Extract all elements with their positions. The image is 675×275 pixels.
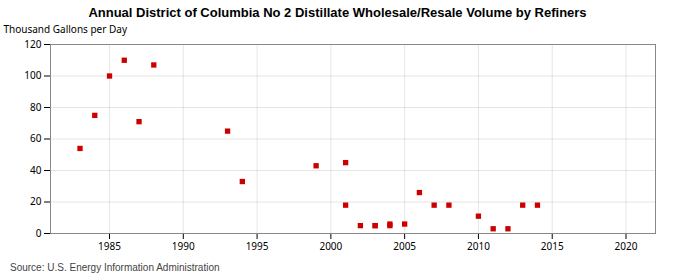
svg-text:40: 40 — [30, 163, 42, 177]
svg-text:1995: 1995 — [246, 239, 269, 253]
svg-text:20: 20 — [30, 194, 42, 208]
svg-text:80: 80 — [30, 100, 42, 114]
svg-text:2015: 2015 — [541, 239, 564, 253]
svg-text:0: 0 — [36, 226, 42, 240]
svg-text:2020: 2020 — [615, 239, 638, 253]
html-text:Annual District of Columbia No: Annual District of Columbia No 2 Distill… — [88, 5, 587, 20]
svg-text:2010: 2010 — [467, 239, 490, 253]
svg-text:2000: 2000 — [319, 239, 342, 253]
svg-text:60: 60 — [30, 131, 42, 145]
html-text:Source: U.S. Energy Informatio: Source: U.S. Energy Information Administ… — [10, 262, 220, 273]
svg-text:100: 100 — [24, 68, 41, 82]
svg-text:Thousand Gallons per Day: Thousand Gallons per Day — [4, 22, 128, 36]
svg-text:1985: 1985 — [98, 239, 121, 253]
svg-text:1990: 1990 — [172, 239, 195, 253]
svg-text:2005: 2005 — [393, 239, 416, 253]
svg-text:120: 120 — [24, 37, 41, 51]
